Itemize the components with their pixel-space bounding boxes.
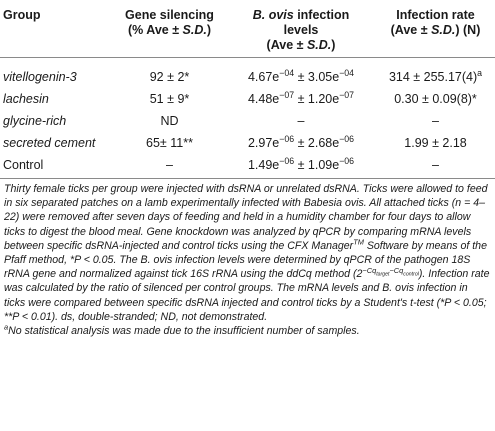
formula-term-1: −Cq — [362, 265, 377, 275]
table-note: Thirty female ticks per group were injec… — [4, 182, 491, 324]
cell-rate: 314 ± 255.17(4)a — [376, 58, 495, 90]
footnote-mark: a — [4, 322, 9, 332]
levels-mantissa: – — [297, 114, 305, 128]
cell-group: lachesin — [3, 92, 49, 106]
results-table: Group Gene silencing (% Ave ± S.D.) B. o… — [0, 0, 495, 179]
cell-group: Control — [3, 158, 44, 172]
table-row: vitellogenin-3 92 ± 2* 4.67e−04 ± 3.05e−… — [0, 58, 495, 90]
levels-sd: ± 1.09e — [294, 158, 340, 172]
header-infection-levels-sd: S.D. — [306, 38, 332, 52]
formula-sub-target: target — [376, 271, 390, 278]
table-body: vitellogenin-3 92 ± 2* 4.67e−04 ± 3.05e−… — [0, 58, 495, 179]
header-infection-levels-post: ) — [331, 38, 336, 52]
header-infection-levels-line1: infection — [293, 8, 350, 22]
header-gene-silencing: Gene silencing (% Ave ± S.D.) — [113, 0, 226, 58]
header-row: Group Gene silencing (% Ave ± S.D.) B. o… — [0, 0, 495, 58]
levels-mantissa: 2.97e — [247, 136, 280, 150]
header-gene-silencing-line1: Gene silencing — [125, 8, 214, 22]
header-infection-rate-post: ) (N) — [455, 23, 481, 37]
cell-rate: – — [376, 155, 495, 179]
header-group: Group — [3, 8, 41, 22]
table-header: Group Gene silencing (% Ave ± S.D.) B. o… — [0, 0, 495, 58]
cell-silencing: ND — [160, 114, 179, 128]
levels-mantissa: 1.49e — [247, 158, 280, 172]
header-infection-rate: Infection rate (Ave ± S.D.) (N) — [376, 0, 495, 58]
cell-silencing: – — [166, 158, 173, 172]
levels-sd-exponent: −06 — [339, 133, 355, 144]
cell-group: vitellogenin-3 — [3, 70, 77, 84]
levels-sd-exponent: −07 — [339, 89, 355, 100]
header-infection-rate-line1: Infection rate — [396, 8, 475, 22]
levels-exponent: −07 — [279, 89, 295, 100]
rate-footnote-mark: a — [477, 67, 483, 78]
cell-group: glycine-rich — [3, 114, 67, 128]
formula-term-2: −Cq — [389, 265, 404, 275]
header-infection-levels-pre: (Ave ± — [266, 38, 307, 52]
note-part-3: ). Infection rate was calculated by the … — [4, 268, 490, 323]
cell-silencing: 65± 11** — [146, 136, 193, 150]
header-infection-levels-organism: B. ovis — [252, 8, 294, 22]
header-gene-silencing-post: ) — [206, 23, 212, 37]
cell-rate: – — [376, 111, 495, 133]
cell-levels: 2.97e−06 ± 2.68e−06 — [226, 133, 376, 155]
rate-value: – — [432, 158, 439, 172]
header-gene-silencing-sd: S.D. — [182, 23, 207, 37]
table-row: Control – 1.49e−06 ± 1.09e−06 – — [0, 155, 495, 179]
table-row: glycine-rich ND – – — [0, 111, 495, 133]
cell-group: secreted cement — [3, 136, 96, 150]
note-part-2: Software by means of the Pfaff method, *… — [4, 239, 487, 281]
cell-levels: 1.49e−06 ± 1.09e−06 — [226, 155, 376, 179]
header-infection-levels: B. ovis infection levels (Ave ± S.D.) — [226, 0, 376, 58]
table-footnote: aNo statistical analysis was made due to… — [4, 322, 491, 338]
header-gene-silencing-pre: (% Ave ± — [127, 23, 183, 37]
levels-sd: ± 2.68e — [294, 136, 340, 150]
levels-sd-exponent: −04 — [339, 67, 355, 78]
table-row: secreted cement 65± 11** 2.97e−06 ± 2.68… — [0, 133, 495, 155]
cell-rate: 1.99 ± 2.18 — [376, 133, 495, 155]
cell-rate: 0.30 ± 0.09(8)* — [376, 89, 495, 111]
levels-mantissa: 4.48e — [247, 92, 280, 106]
note-trademark: TM — [353, 237, 364, 247]
cell-levels: – — [226, 111, 376, 133]
header-infection-rate-sd: S.D. — [431, 23, 456, 37]
rate-value: 1.99 ± 2.18 — [404, 136, 467, 150]
table-row: lachesin 51 ± 9* 4.48e−07 ± 1.20e−07 0.3… — [0, 89, 495, 111]
rate-value: 314 ± 255.17(4) — [388, 70, 478, 84]
header-infection-rate-pre: (Ave ± — [390, 23, 432, 37]
cell-levels: 4.48e−07 ± 1.20e−07 — [226, 89, 376, 111]
cell-silencing: 92 ± 2* — [149, 70, 190, 84]
note-part-1: Thirty female ticks per group were injec… — [4, 183, 488, 252]
levels-sd-exponent: −06 — [339, 155, 355, 166]
formula-sub-control: control — [403, 271, 419, 278]
rate-value: 0.30 ± 0.09(8)* — [394, 92, 477, 106]
cell-silencing: 51 ± 9* — [149, 92, 190, 106]
levels-sd: ± 3.05e — [294, 70, 340, 84]
levels-sd: ± 1.20e — [294, 92, 340, 106]
note-formula: −Cqtarget−Cqcontrol — [362, 265, 419, 278]
levels-exponent: −06 — [279, 155, 295, 166]
rate-value: – — [432, 114, 439, 128]
levels-mantissa: 4.67e — [247, 70, 280, 84]
footnote-text: No statistical analysis was made due to … — [8, 325, 360, 338]
header-infection-levels-line2: levels — [283, 23, 319, 37]
levels-exponent: −04 — [279, 67, 295, 78]
levels-exponent: −06 — [279, 133, 295, 144]
cell-levels: 4.67e−04 ± 3.05e−04 — [226, 58, 376, 90]
